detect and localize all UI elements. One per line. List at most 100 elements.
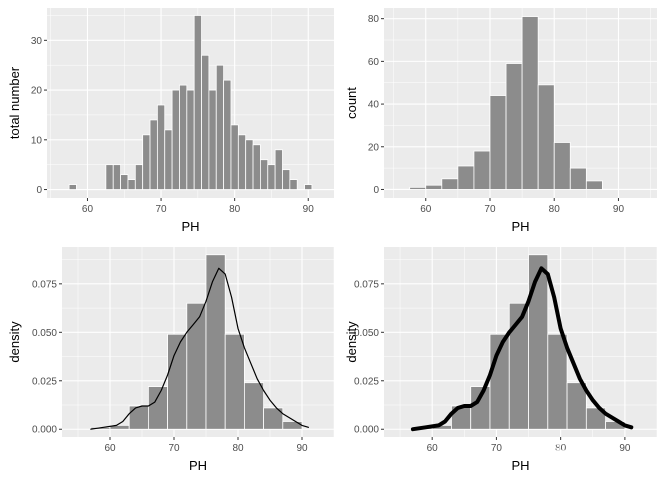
x-tick-label: 90 — [303, 204, 315, 215]
y-tick-label: 0.025 — [32, 376, 57, 387]
y-tick-label: 0.000 — [32, 425, 57, 436]
x-tick-label: 80 — [229, 204, 241, 215]
density-curve-line — [410, 266, 634, 432]
y-tick-label: 80 — [368, 14, 380, 25]
histogram-bar — [528, 254, 549, 430]
histogram-bar — [186, 302, 207, 430]
y-tick-label: 10 — [31, 135, 43, 146]
y-axis-title: total number — [7, 66, 22, 139]
y-tick-label: 0.075 — [354, 279, 379, 290]
histogram-bar — [205, 254, 226, 430]
y-tick-label: 30 — [31, 36, 43, 47]
histogram-bar — [128, 405, 149, 430]
histogram-bar — [260, 159, 269, 190]
histogram-bar — [105, 164, 114, 190]
x-tick-label: 70 — [156, 204, 168, 215]
histogram-bar — [473, 150, 491, 190]
y-tick-label: 0 — [373, 185, 379, 196]
histogram-bar — [585, 407, 607, 430]
histogram-bar — [521, 16, 539, 190]
histogram-bar — [274, 149, 283, 190]
x-tick-label: 90 — [613, 204, 625, 215]
histogram-bar — [230, 124, 239, 190]
histogram-bar — [267, 164, 276, 190]
histogram-bar — [289, 179, 298, 190]
x-tick-label: 60 — [420, 204, 432, 215]
y-axis-title: count — [344, 87, 359, 119]
x-tick-label: 90 — [619, 443, 631, 454]
histogram-bar — [304, 184, 313, 190]
histogram-bar — [186, 89, 195, 190]
histogram-bar — [566, 382, 587, 430]
y-axis-title: density — [344, 321, 359, 363]
chart-panel-3: 60 70 80 90 0.000 0.025 0.050 0.075 PH density — [7, 247, 335, 473]
x-axis-title: PH — [511, 219, 529, 234]
histogram-bar — [425, 184, 443, 190]
histogram-bar — [224, 333, 245, 430]
chart-panel-2: 60 70 80 90 0 20 40 60 80 PH count — [344, 8, 657, 234]
histogram-bar — [243, 382, 264, 430]
y-tick-label: 60 — [368, 57, 380, 68]
histogram-bar — [282, 169, 291, 190]
chart-panel-4: 60 70 80 90 0.000 0.025 0.050 0.075 PH density — [344, 247, 658, 473]
histogram-bar — [237, 134, 247, 190]
histogram-bar — [193, 15, 202, 190]
density-curve-line — [90, 267, 309, 430]
histogram-bar — [553, 142, 571, 190]
x-tick-label: 70 — [168, 443, 180, 454]
histogram-bar — [252, 144, 261, 190]
x-tick-label: 70 — [484, 204, 496, 215]
x-tick-label: 80 — [549, 204, 561, 215]
histogram-bar — [68, 184, 77, 190]
histogram-bar — [282, 421, 303, 430]
histogram-bar — [215, 64, 225, 190]
y-tick-label: 0.050 — [32, 328, 57, 339]
histogram-bar — [245, 139, 254, 190]
histogram-bar — [156, 104, 166, 190]
x-tick-label: 70 — [491, 443, 503, 454]
x-tick-label: 90 — [296, 443, 308, 454]
y-tick-label: 0 — [36, 185, 42, 196]
x-axis-title: PH — [181, 219, 199, 234]
histogram-bar — [142, 134, 151, 190]
y-axis-title: density — [7, 321, 22, 363]
y-tick-label: 0.025 — [354, 376, 379, 387]
histogram-bar — [505, 63, 523, 190]
histogram-bar — [489, 95, 507, 190]
histogram-bar — [120, 174, 129, 190]
y-tick-label: 20 — [31, 86, 43, 97]
watermark-text: 知乎 @pole — [537, 441, 619, 459]
histogram-bar — [147, 386, 168, 430]
histogram-bar — [547, 333, 568, 430]
x-tick-label: 60 — [82, 204, 94, 215]
x-axis-title: PH — [511, 458, 529, 473]
histogram-bar — [585, 180, 603, 190]
y-tick-label: 0.075 — [32, 279, 57, 290]
x-tick-label: 80 — [232, 443, 244, 454]
histogram-bar — [171, 89, 180, 190]
histogram-bar — [263, 407, 284, 430]
y-tick-label: 20 — [368, 142, 380, 153]
x-tick-label: 60 — [104, 443, 116, 454]
histogram-bar — [179, 84, 188, 190]
x-tick-label: 80 — [555, 443, 567, 454]
histogram-bar — [127, 179, 136, 190]
histogram-bar — [441, 178, 459, 190]
x-axis-title: PH — [189, 458, 207, 473]
y-tick-label: 0.050 — [354, 328, 379, 339]
histogram-bar — [208, 89, 217, 190]
histogram-bar — [164, 129, 173, 190]
histogram-bar — [201, 54, 210, 190]
y-tick-label: 40 — [368, 100, 380, 111]
x-tick-label: 60 — [427, 443, 439, 454]
chart-panel-1: 60 70 80 90 0 10 20 30 PH total number — [7, 8, 334, 234]
histogram-bar — [112, 164, 121, 190]
y-tick-label: 0.000 — [354, 425, 379, 436]
histogram-bar — [223, 79, 232, 190]
histogram-bar — [149, 119, 158, 190]
histogram-bar — [569, 167, 587, 190]
histogram-bar — [537, 84, 555, 190]
histogram-bar — [134, 164, 144, 190]
histogram-bar — [457, 165, 475, 190]
